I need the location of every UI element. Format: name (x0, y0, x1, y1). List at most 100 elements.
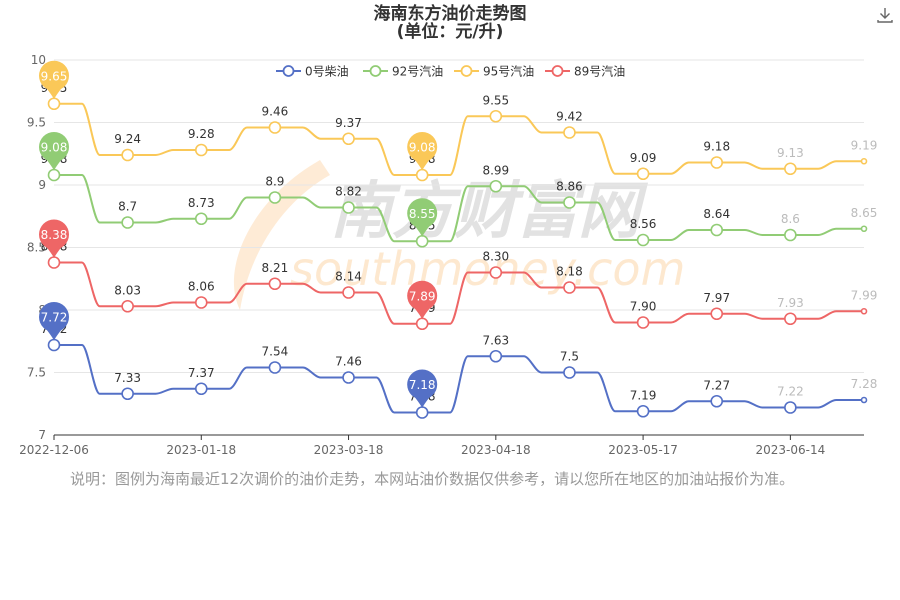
pin-label: 9.65 (41, 69, 68, 83)
data-label: 7.90 (630, 300, 657, 314)
data-point (194, 296, 208, 309)
data-label: 7.46 (335, 355, 362, 369)
data-point (415, 234, 429, 248)
data-label: 8.7 (118, 200, 137, 214)
data-label: 7.54 (262, 345, 289, 359)
y-tick-label: 7.5 (27, 366, 46, 380)
data-point (860, 307, 868, 315)
data-label: 9.28 (188, 127, 215, 141)
data-point (860, 157, 868, 165)
data-point (636, 233, 650, 247)
data-point (636, 316, 650, 329)
data-label: 7.97 (703, 291, 730, 305)
data-point (489, 179, 503, 193)
data-point (342, 201, 355, 214)
y-tick-label: 9.5 (27, 116, 46, 130)
series-line (53, 343, 864, 414)
data-label: 9.37 (335, 116, 362, 130)
data-label: 7.37 (188, 366, 215, 380)
data-point (342, 286, 355, 299)
data-point (489, 349, 503, 363)
data-label: 8.86 (556, 180, 583, 194)
data-point (415, 406, 429, 419)
legend-item-label: 92号汽油 (392, 64, 443, 79)
data-label: 9.24 (114, 132, 141, 146)
pin-marker (407, 132, 438, 162)
data-point (415, 317, 429, 331)
data-label: 9.18 (703, 140, 730, 154)
pin-label: 7.89 (409, 289, 436, 303)
data-label: 7.93 (777, 296, 804, 310)
data-label: 7.22 (777, 385, 804, 399)
data-point (563, 366, 576, 379)
data-label: 7.63 (482, 333, 509, 347)
data-label: 8.06 (188, 280, 215, 294)
data-point (121, 299, 134, 313)
data-point (710, 394, 724, 408)
data-point (710, 307, 724, 321)
data-label: 8.73 (188, 196, 215, 210)
pin-markers: 7.72 7.18 9.08 8.55 9.65 9.08 8.38 7.89 (39, 60, 438, 409)
download-icon[interactable] (876, 6, 894, 24)
pin-marker (407, 198, 438, 229)
data-point (636, 404, 650, 418)
legend: 0号柴油 92号汽油 95号汽油 89号汽油 (276, 64, 625, 79)
legend-item-label: 0号柴油 (305, 65, 349, 79)
data-label: 8.99 (482, 163, 509, 177)
pin-label: 9.08 (409, 141, 436, 155)
pin-marker (407, 280, 438, 311)
legend-item-label: 95号汽油 (483, 64, 534, 79)
data-label: 8.9 (265, 175, 284, 189)
data-point (47, 168, 61, 182)
data-label: 8.64 (703, 207, 730, 221)
x-tick-label: 2023-06-14 (755, 443, 825, 457)
pin-label: 7.18 (409, 378, 436, 392)
footnote: 说明：图例为海南最近12次调价的油价走势，本网站油价数据仅供参考，请以您所在地区… (70, 470, 795, 488)
legend-swatch-marker (551, 65, 564, 77)
x-tick-label: 2023-05-17 (608, 443, 678, 457)
data-point (268, 121, 282, 134)
data-label: 8.30 (482, 250, 509, 264)
y-grid (54, 59, 864, 373)
data-point (121, 216, 134, 229)
y-tick-label: 7 (38, 428, 46, 442)
data-point (121, 387, 134, 401)
pin-marker (39, 60, 69, 91)
axes: 77.588.599.5102022-12-062023-01-182023-0… (19, 53, 864, 457)
data-point (47, 338, 61, 352)
data-point (342, 371, 355, 384)
data-label: 7.5 (560, 350, 579, 364)
legend-swatch-marker (369, 65, 382, 77)
data-point (415, 168, 429, 182)
data-point (194, 212, 208, 226)
series-points (47, 97, 868, 419)
data-point (268, 361, 282, 374)
x-tick-label: 2023-04-18 (461, 443, 531, 457)
data-label: 8.03 (114, 283, 141, 297)
data-point (784, 401, 797, 414)
data-label: 8.65 (851, 206, 878, 220)
data-point (710, 223, 724, 237)
pin-marker (407, 369, 438, 400)
x-tick-label: 2023-01-18 (166, 443, 236, 457)
legend-swatch-marker (282, 65, 295, 77)
data-point (194, 143, 208, 157)
data-point (784, 312, 797, 326)
pin-marker (39, 302, 69, 332)
x-tick-label: 2022-12-06 (19, 443, 89, 457)
data-point (489, 109, 503, 123)
data-label: 7.28 (851, 377, 878, 391)
pin-label: 8.38 (41, 228, 68, 242)
data-point (563, 281, 576, 294)
pin-label: 8.55 (409, 207, 436, 221)
data-label: 9.13 (777, 146, 804, 160)
data-label: 9.19 (851, 138, 878, 152)
pin-label: 9.08 (41, 141, 68, 155)
data-label: 9.42 (556, 110, 583, 124)
watermark: 南方财富网 southmoney.com (233, 160, 685, 310)
data-label: 8.14 (335, 270, 362, 284)
data-label: 7.33 (114, 371, 141, 385)
pin-label: 7.72 (41, 311, 68, 325)
data-label: 8.82 (335, 185, 362, 199)
